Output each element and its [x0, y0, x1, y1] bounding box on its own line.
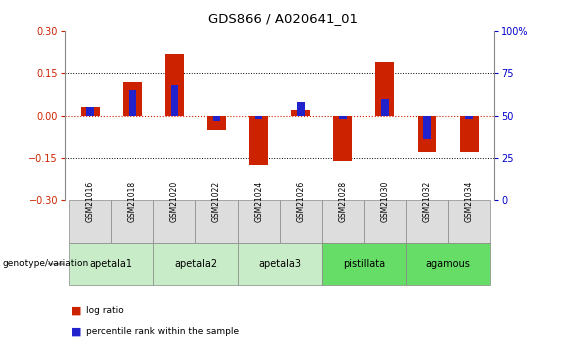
Text: GSM21022: GSM21022 — [212, 180, 221, 221]
Text: apetala3: apetala3 — [258, 259, 301, 269]
Bar — [291, 110, 310, 116]
Bar — [153, 243, 237, 285]
Text: genotype/variation: genotype/variation — [3, 259, 89, 268]
Bar — [171, 85, 178, 116]
Bar — [376, 62, 394, 116]
Text: ■: ■ — [71, 326, 81, 336]
Text: GSM21024: GSM21024 — [254, 180, 263, 221]
Bar — [237, 200, 280, 243]
Bar — [249, 116, 268, 165]
Text: pistillata: pistillata — [343, 259, 385, 269]
Bar — [322, 200, 364, 243]
Text: GSM21018: GSM21018 — [128, 180, 137, 221]
Text: log ratio: log ratio — [86, 306, 124, 315]
Bar — [297, 102, 305, 116]
Bar — [418, 116, 437, 152]
Bar — [195, 200, 237, 243]
Bar — [280, 200, 322, 243]
Bar — [123, 82, 142, 116]
Bar — [381, 99, 389, 116]
Bar — [69, 200, 111, 243]
Bar — [111, 200, 153, 243]
Bar — [153, 200, 195, 243]
Bar — [322, 243, 406, 285]
Bar — [81, 107, 99, 116]
Text: GSM21032: GSM21032 — [423, 180, 432, 221]
Bar — [333, 116, 353, 161]
Text: GSM21020: GSM21020 — [170, 180, 179, 221]
Bar — [466, 116, 473, 119]
Bar — [237, 243, 322, 285]
Text: apetala2: apetala2 — [174, 259, 217, 269]
Text: GDS866 / A020641_01: GDS866 / A020641_01 — [207, 12, 358, 25]
Text: GSM21026: GSM21026 — [296, 180, 305, 221]
Bar — [364, 200, 406, 243]
Bar — [448, 200, 490, 243]
Bar — [69, 243, 153, 285]
Bar — [339, 116, 346, 119]
Bar — [129, 90, 136, 116]
Text: apetala1: apetala1 — [90, 259, 133, 269]
Bar — [406, 200, 448, 243]
Text: GSM21016: GSM21016 — [86, 180, 95, 221]
Bar — [255, 116, 262, 119]
Bar — [213, 116, 220, 121]
Text: percentile rank within the sample: percentile rank within the sample — [86, 327, 240, 336]
Text: agamous: agamous — [425, 259, 471, 269]
Bar — [460, 116, 479, 152]
Text: ■: ■ — [71, 306, 81, 315]
Text: GSM21028: GSM21028 — [338, 180, 347, 221]
Bar — [86, 107, 94, 116]
Bar — [207, 116, 226, 130]
Bar — [423, 116, 431, 139]
Text: GSM21030: GSM21030 — [380, 180, 389, 221]
Bar — [165, 53, 184, 116]
Bar — [406, 243, 490, 285]
Text: GSM21034: GSM21034 — [464, 180, 473, 221]
